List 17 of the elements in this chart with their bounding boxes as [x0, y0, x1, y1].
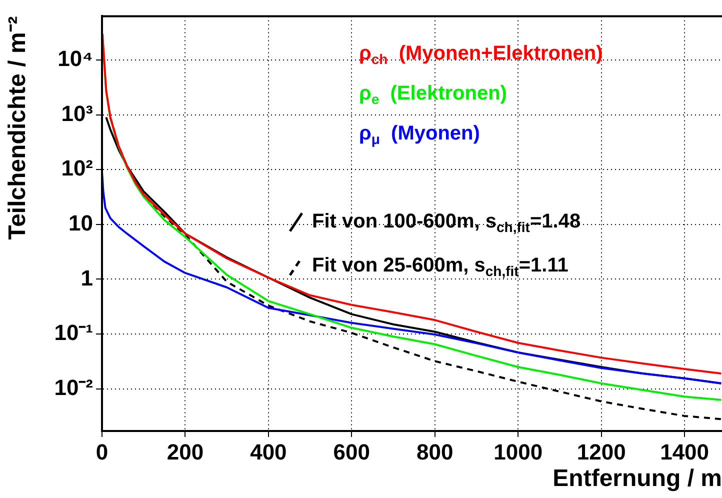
x-tick-label: 800	[416, 439, 454, 464]
y-tick-label: 10	[68, 210, 93, 236]
x-tick-label: 400	[250, 439, 287, 464]
y-tick-label: 10²	[61, 156, 93, 181]
y-tick-label: 10⁻²	[54, 374, 93, 400]
y-tick-label: 10³	[61, 100, 93, 126]
x-axis-title: Entfernung / m	[552, 465, 722, 492]
y-tick-label: 10⁻¹	[54, 320, 93, 346]
x-tick-label: 1000	[494, 439, 543, 464]
y-tick-label: 1	[80, 265, 93, 290]
y-tick-label: 10⁴	[58, 46, 93, 72]
x-tick-label: 600	[333, 439, 370, 464]
y-axis-title: Teilchendichte / m⁻²	[4, 16, 32, 240]
x-tick-label: 200	[166, 439, 204, 464]
x-tick-label: 1400	[660, 439, 710, 464]
x-tick-label: 0	[96, 439, 108, 464]
x-tick-label: 1200	[576, 439, 626, 464]
